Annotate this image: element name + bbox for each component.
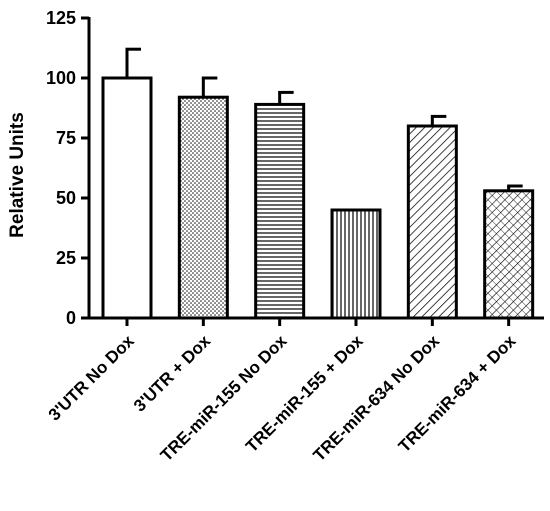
x-category-label: 3'UTR + Dox xyxy=(130,331,214,415)
error-bar-5 xyxy=(507,184,523,191)
y-tick-label: 125 xyxy=(46,8,76,28)
bar-2 xyxy=(254,102,306,320)
bar-3 xyxy=(330,208,382,320)
y-tick-label: 100 xyxy=(46,68,76,88)
error-bar-0 xyxy=(125,47,141,78)
error-bar-4 xyxy=(430,114,447,126)
x-category-label: TRE-miR-634 No Dox xyxy=(309,331,443,465)
x-category-label: TRE-miR-155 No Dox xyxy=(157,331,291,465)
bar-4 xyxy=(406,124,458,320)
bar-5 xyxy=(483,189,535,320)
x-category-label: 3'UTR No Dox xyxy=(45,331,138,424)
bar-0 xyxy=(101,76,153,320)
y-axis-title: Relative Units xyxy=(7,112,28,238)
y-tick-label: 50 xyxy=(56,188,76,208)
y-tick-label: 0 xyxy=(66,308,76,328)
y-tick-label: 25 xyxy=(56,248,76,268)
bar-1 xyxy=(177,95,229,320)
y-tick-label: 75 xyxy=(56,128,76,148)
error-bar-2 xyxy=(278,90,294,105)
error-bar-1 xyxy=(201,76,218,98)
